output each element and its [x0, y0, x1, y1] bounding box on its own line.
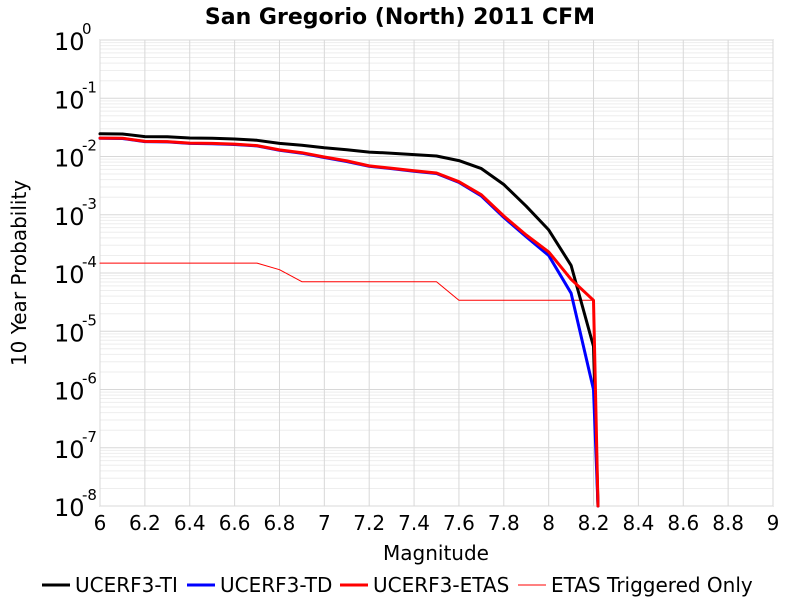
legend: UCERF3-TI UCERF3-TD UCERF3-ETAS ETAS Trigge… — [42, 573, 753, 597]
legend-item: UCERF3-TD — [187, 573, 332, 597]
y-tick-base: 10 — [54, 145, 85, 173]
y-tick-label: 10-3 — [54, 195, 97, 231]
legend-item: UCERF3-ETAS — [340, 573, 509, 597]
y-tick-exponent: -6 — [82, 370, 97, 388]
legend-label: UCERF3-ETAS — [373, 573, 509, 597]
legend-label: UCERF3-TI — [75, 573, 178, 597]
y-tick-label: 10-4 — [54, 253, 97, 289]
y-tick-label: 10-1 — [54, 78, 97, 114]
y-tick-base: 10 — [54, 436, 85, 464]
y-tick-label: 10-8 — [54, 486, 97, 522]
x-tick-label: 8.6 — [667, 511, 699, 535]
legend-label: ETAS Triggered Only — [551, 573, 753, 597]
y-tick-exponent: -3 — [82, 195, 97, 213]
y-tick-base: 10 — [54, 86, 85, 114]
y-tick-base: 10 — [54, 378, 85, 406]
x-tick-label: 6.6 — [219, 511, 251, 535]
y-tick-label: 10-7 — [54, 428, 97, 464]
x-tick-label: 8.4 — [622, 511, 654, 535]
x-tick-label: 8 — [542, 511, 555, 535]
series-layer — [98, 132, 600, 508]
y-tick-exponent: -7 — [82, 428, 97, 446]
y-tick-label: 100 — [54, 20, 92, 56]
series-line-ucerf3-ti — [98, 132, 600, 508]
x-tick-label: 7 — [318, 511, 331, 535]
y-tick-exponent: -1 — [82, 78, 97, 96]
y-tick-exponent: 0 — [82, 20, 92, 38]
y-axis-label: 10 Year Probability — [7, 180, 31, 366]
x-tick-label: 6.4 — [174, 511, 206, 535]
x-tick-label: 6.8 — [264, 511, 296, 535]
y-tick-exponent: -4 — [82, 253, 97, 271]
x-tick-label: 7.2 — [353, 511, 385, 535]
y-tick-label: 10-6 — [54, 370, 97, 406]
x-tick-label: 9 — [767, 511, 780, 535]
x-tick-label: 6.2 — [129, 511, 161, 535]
y-tick-base: 10 — [54, 203, 85, 231]
x-tick-label: 8.8 — [712, 511, 744, 535]
series-line-ucerf3-etas — [98, 136, 600, 508]
minor-grid — [100, 42, 773, 489]
x-tick-label: 7.8 — [488, 511, 520, 535]
series-line-etas-triggered-only — [99, 262, 594, 301]
y-tick-base: 10 — [54, 28, 85, 56]
x-tick-label: 8.2 — [578, 511, 610, 535]
y-tick-base: 10 — [54, 319, 85, 347]
x-tick-label: 7.4 — [398, 511, 430, 535]
y-tick-exponent: -2 — [82, 137, 97, 155]
y-tick-exponent: -8 — [82, 486, 97, 504]
y-tick-base: 10 — [54, 494, 85, 522]
y-tick-label: 10-2 — [54, 137, 97, 173]
major-grid — [99, 39, 774, 507]
x-axis-label: Magnitude — [383, 541, 489, 565]
y-tick-label: 10-5 — [54, 311, 97, 347]
legend-item: ETAS Triggered Only — [518, 573, 753, 597]
x-tick-label: 6 — [94, 511, 107, 535]
legend-item: UCERF3-TI — [42, 573, 178, 597]
x-tick-labels: 6 6.2 6.4 6.6 6.8 7 7.2 7.4 7.6 7.8 8 8.2 8.4 8.6 8.8 9 — [94, 511, 780, 535]
y-tick-exponent: -5 — [82, 311, 97, 329]
legend-label: UCERF3-TD — [220, 573, 332, 597]
chart-title: San Gregorio (North) 2011 CFM — [205, 5, 595, 30]
x-tick-label: 7.6 — [443, 511, 475, 535]
y-tick-base: 10 — [54, 261, 85, 289]
